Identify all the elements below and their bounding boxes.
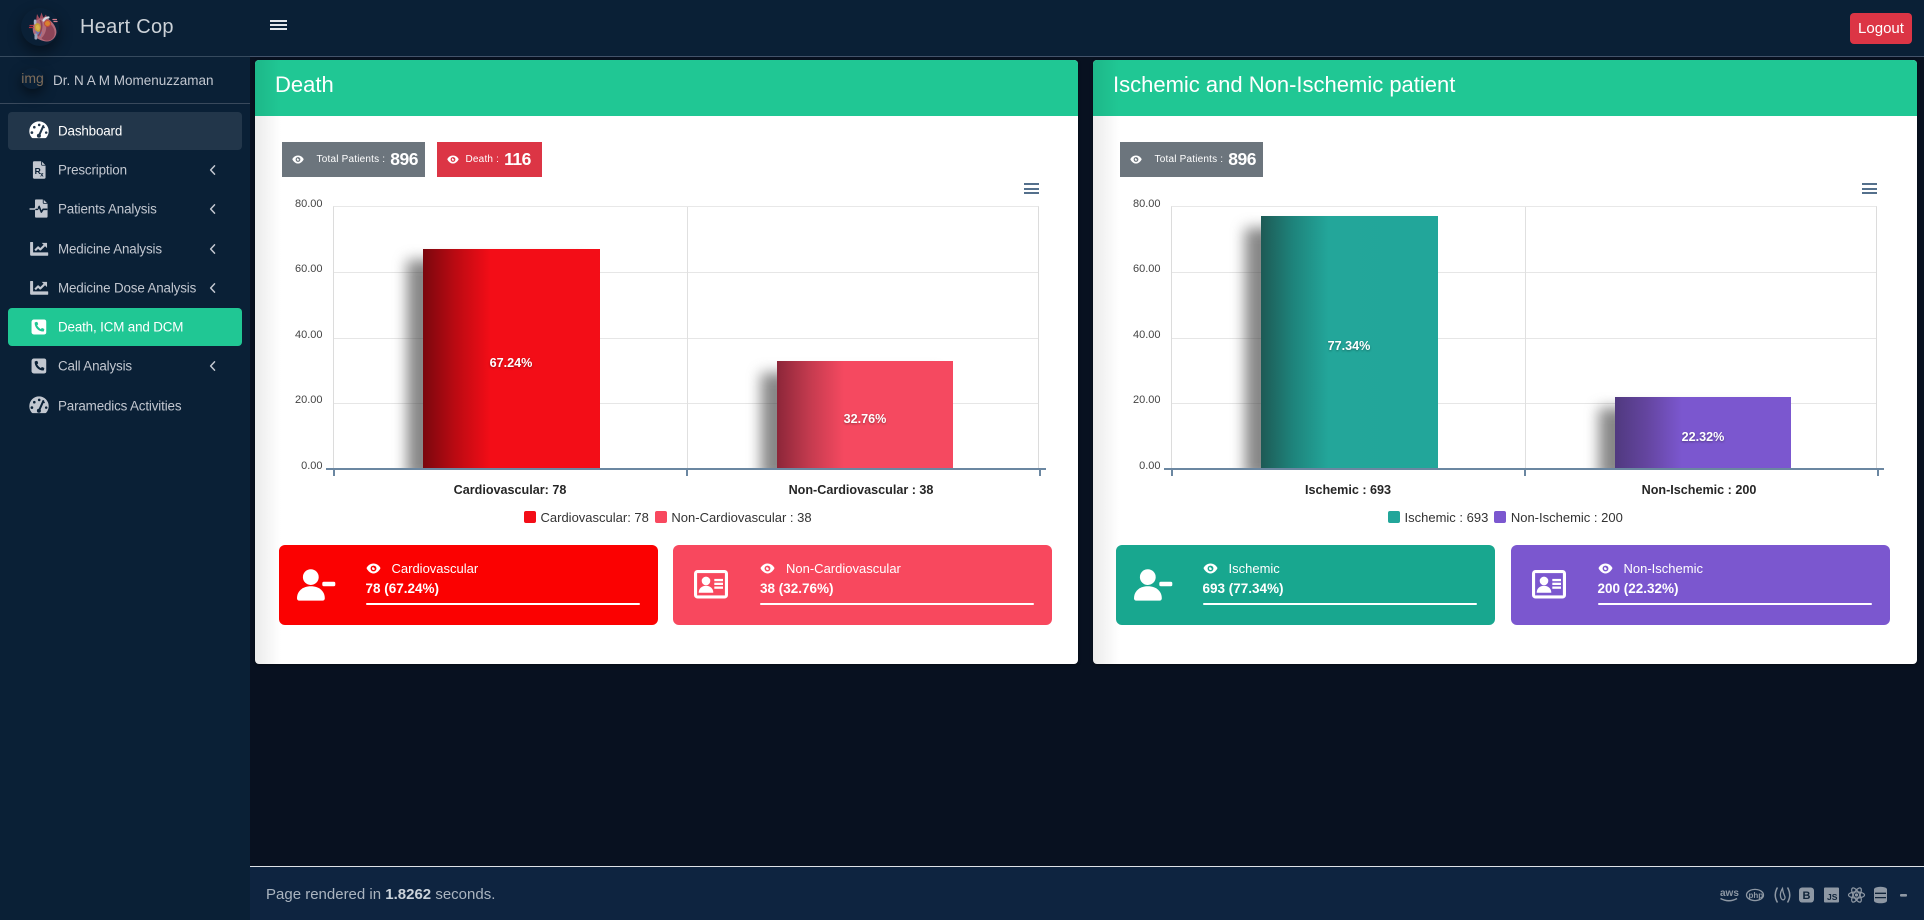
svg-text:php: php: [1749, 891, 1764, 900]
svg-text:aws: aws: [1720, 888, 1739, 899]
svg-text:JS: JS: [1827, 892, 1838, 902]
svg-text:B: B: [1803, 890, 1811, 902]
